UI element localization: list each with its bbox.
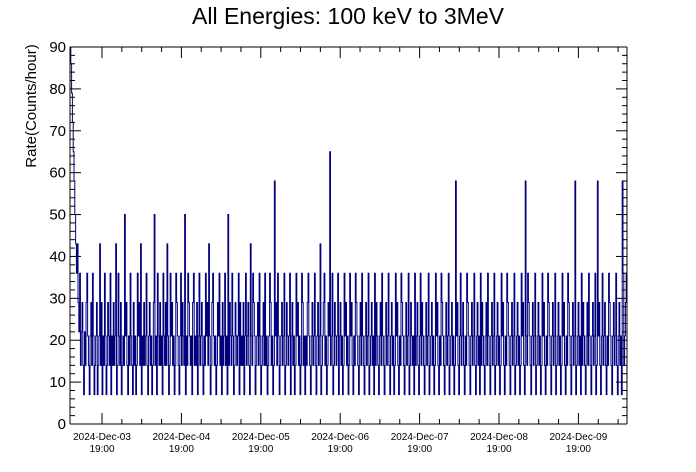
y-tick-label: 50 [49,207,66,224]
axes [69,46,628,425]
x-tick-label-date: 2024-Dec-03 [73,432,131,443]
x-tick-label-time: 19:00 [169,444,194,455]
y-tick-label: 30 [49,290,66,307]
x-tick-label-date: 2024-Dec-08 [470,432,528,443]
x-tick-label-time: 19:00 [89,444,114,455]
y-tick-label: 60 [49,165,66,182]
x-tick-label-date: 2024-Dec-07 [391,432,449,443]
x-tick-label-date: 2024-Dec-04 [152,432,210,443]
x-tick-label-date: 2024-Dec-09 [549,432,607,443]
x-tick-label-time: 19:00 [248,444,273,455]
y-tick-label: 20 [49,332,66,349]
y-tick-label: 10 [49,374,66,391]
y-tick-label: 80 [49,81,66,98]
x-tick-label-date: 2024-Dec-06 [311,432,369,443]
y-tick-label: 40 [49,248,66,265]
x-tick-label-time: 19:00 [486,444,511,455]
x-axis-ticks: 2024-Dec-0319:002024-Dec-0419:002024-Dec… [73,47,619,455]
chart-title: All Energies: 100 keV to 3MeV [192,3,505,29]
y-axis-label: Rate(Counts/hour) [23,44,40,167]
x-tick-label-time: 19:00 [407,444,432,455]
y-axis-ticks: 0 10 20 30 40 50 60 70 80 90 [49,39,627,433]
data-series [69,46,628,424]
y-tick-label: 90 [49,39,66,56]
y-tick-label: 70 [49,123,66,140]
x-tick-label-time: 19:00 [566,444,591,455]
series-line [69,46,628,424]
y-tick-label: 0 [58,416,66,433]
x-tick-label-date: 2024-Dec-05 [232,432,290,443]
x-tick-label-time: 19:00 [328,444,353,455]
